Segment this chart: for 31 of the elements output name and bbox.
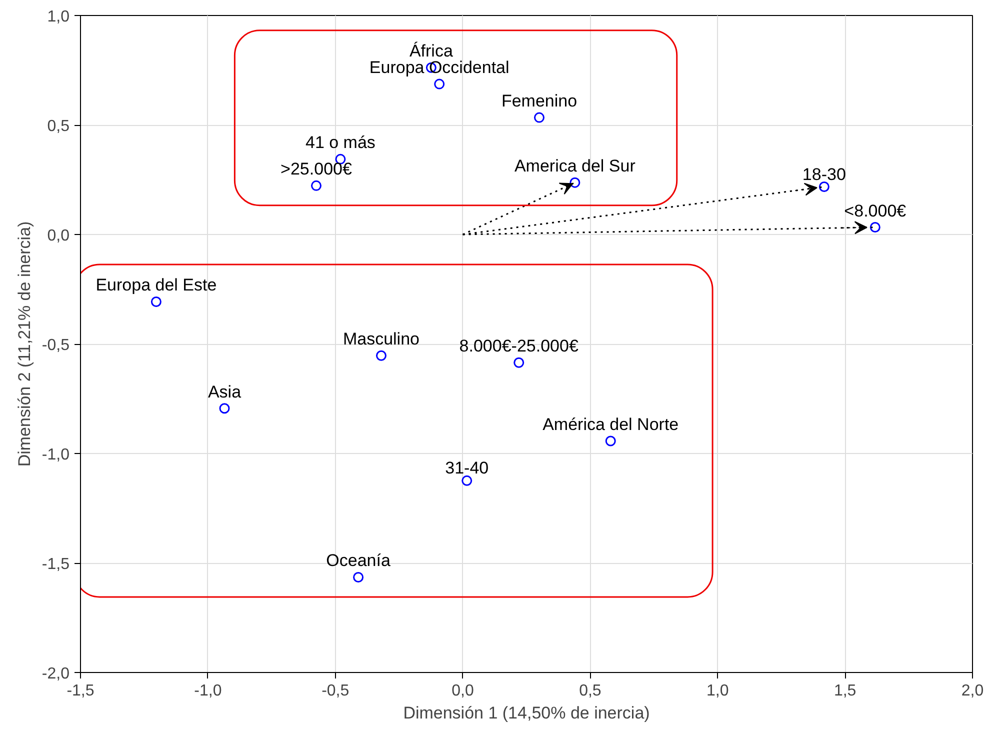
y-tick-label: -0,5 (42, 337, 70, 354)
y-tick-label: 0,5 (47, 118, 70, 135)
x-tick-label: 1,0 (706, 682, 729, 700)
y-axis-title: Dimensión 2 (11,21% de inercia) (14, 221, 34, 467)
annotation: >25.000€ (280, 160, 352, 179)
x-tick-label: 0,5 (579, 682, 602, 700)
annotation: Femenino (501, 92, 578, 111)
annotation: 41 o más (305, 133, 376, 152)
y-tick-label: -1,0 (42, 446, 70, 464)
x-tick-label: 0,0 (452, 682, 474, 700)
y-tick-label: 0,0 (47, 228, 70, 244)
x-tick-label: -1,0 (194, 682, 222, 700)
x-tick-label: -1,5 (66, 682, 94, 700)
y-tick-label: -1,5 (42, 556, 70, 573)
x-axis-title: Dimensión 1 (14,50% de inercia) (403, 704, 650, 722)
annotation: 31-40 (445, 458, 489, 478)
annotation: 8.000€-25.000€ (459, 336, 579, 356)
annotation: América del Norte (542, 415, 679, 434)
annotation: <8.000€ (844, 201, 907, 220)
annotation: 18-30 (802, 164, 846, 184)
annotation: Asia (208, 382, 242, 402)
y-tick-label: -2,0 (42, 666, 70, 682)
annotation: America del Sur (514, 156, 636, 176)
annotation: Oceanía (326, 551, 391, 570)
x-tick-label: 2,0 (961, 682, 984, 700)
x-tick-label: -0,5 (322, 682, 350, 700)
annotation: África (409, 42, 454, 61)
annotation: Masculino (342, 330, 420, 349)
y-tick-label: 1,0 (47, 8, 70, 26)
x-tick-label: 1,5 (834, 682, 856, 700)
annotation: Europa del Este (96, 276, 217, 295)
